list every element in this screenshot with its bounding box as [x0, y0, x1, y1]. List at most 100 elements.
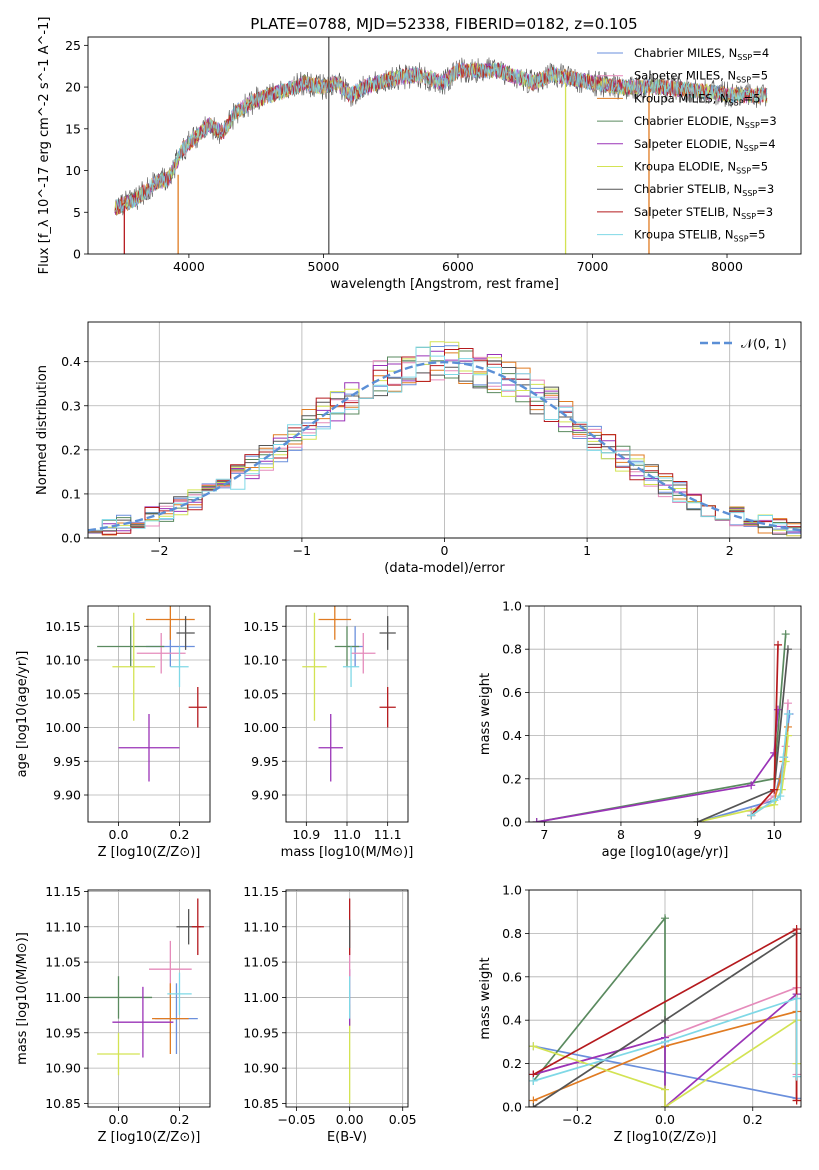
axes-frame — [285, 889, 409, 1108]
axes-frame — [87, 36, 802, 255]
plot-area — [532, 630, 794, 822]
x-tick-label: 11.1 — [374, 827, 402, 842]
legend-subscript: SSP — [729, 98, 744, 107]
weight-marker — [747, 811, 756, 820]
legend-subscript: SSP — [734, 235, 749, 244]
y-tick-label: 0.8 — [502, 642, 522, 657]
legend-tail: =5 — [751, 69, 768, 83]
legend-label: Salpeter ELODIE, N — [634, 137, 744, 151]
x-tick-label: 11.0 — [333, 827, 361, 842]
y-tick-label: 1.0 — [502, 883, 522, 898]
y-tick-label: 20 — [65, 80, 81, 95]
axes-frame — [87, 605, 211, 823]
y-axis-label: Normed distribution — [35, 365, 50, 495]
weight-marker — [779, 753, 788, 762]
legend-tail: =4 — [759, 137, 776, 151]
y-axis-label: mass weight — [478, 957, 493, 1039]
x-tick-label: 0.2 — [743, 1112, 763, 1127]
axes-frame — [528, 889, 802, 1108]
legend-entry: Chabrier ELODIE, NSSP=3 — [634, 114, 777, 130]
x-tick-label: −1 — [293, 543, 311, 558]
weight-marker — [781, 630, 790, 639]
y-tick-label: 9.90 — [53, 788, 81, 803]
x-tick-label: 0 — [441, 543, 449, 558]
weight-marker — [783, 710, 792, 718]
x-tick-label: −0.2 — [562, 1112, 592, 1127]
legend-tail: =5 — [744, 91, 761, 105]
x-axis-label: Z [log10(Z/Z⊙)] — [614, 1130, 717, 1145]
x-axis-label: wavelength [Angstrom, rest frame] — [330, 277, 559, 292]
x-axis-label: Z [log10(Z/Z⊙)] — [98, 845, 201, 860]
histogram-step — [88, 346, 801, 532]
weight-marker — [792, 1072, 801, 1081]
legend-entry: Kroupa STELIB, NSSP=5 — [634, 228, 765, 244]
weight-marker — [661, 1085, 669, 1094]
weight-line — [533, 993, 798, 1107]
plot-area — [88, 341, 801, 537]
y-tick-label: 10.00 — [243, 720, 279, 735]
y-tick-label: 0.4 — [502, 728, 522, 743]
weight-line — [536, 634, 787, 822]
x-tick-label: 0.2 — [170, 1112, 190, 1127]
y-tick-label: 0.0 — [61, 531, 81, 546]
age-vs-mass-panel: 10.9 11.0 11.1 9.90 9.95 10.00 10.05 10.10 10.15… — [243, 605, 414, 860]
axes-frame — [87, 321, 802, 539]
legend-tail: =3 — [757, 182, 774, 196]
weight-marker — [661, 914, 669, 923]
histogram-step — [88, 341, 801, 537]
legend-label: Kroupa STELIB, N — [634, 228, 734, 242]
y-tick-label: 9.95 — [53, 754, 81, 769]
y-tick-label: 10.90 — [45, 1061, 81, 1076]
y-tick-label: 10.85 — [243, 1096, 279, 1111]
y-tick-label: 11.05 — [243, 955, 279, 970]
y-tick-label: 5 — [73, 205, 81, 220]
legend-entry: Kroupa ELODIE, NSSP=5 — [634, 160, 768, 176]
legend-label: Chabrier ELODIE, N — [634, 114, 745, 128]
y-tick-label: 10.00 — [45, 720, 81, 735]
y-tick-label: 0.6 — [502, 685, 522, 700]
y-tick-label: 0.4 — [502, 1013, 522, 1028]
weight-vs-age-panel: 7 8 9 10 0.0 0.2 0.4 0.6 0.8 1.0 age [log10(age/yr… — [478, 599, 802, 860]
x-axis-label: mass [log10(M/M⊙)] — [281, 845, 414, 860]
weight-line — [533, 997, 798, 1082]
y-tick-label: 10.10 — [243, 653, 279, 668]
legend-entry: 𝒩(0, 1) — [741, 336, 787, 351]
legend-tail: =5 — [749, 228, 766, 242]
weight-marker — [661, 1016, 669, 1025]
residual-histogram-panel: −2 −1 0 1 2 0.0 0.1 0.2 0.3 0.4 (data-model)/error… — [35, 321, 802, 576]
plot-area — [88, 898, 204, 1076]
y-tick-label: 0.2 — [502, 1056, 522, 1071]
weight-marker — [770, 785, 779, 794]
weight-marker — [774, 705, 783, 714]
legend-label: Salpeter MILES, N — [634, 69, 736, 83]
weight-marker — [529, 1076, 538, 1085]
y-tick-label: 10.10 — [45, 653, 81, 668]
x-tick-label: 0.00 — [336, 1112, 364, 1127]
x-tick-label: 0.0 — [655, 1112, 675, 1127]
y-tick-label: 10 — [65, 163, 81, 178]
legend-subscript: SSP — [741, 212, 756, 221]
axes-frame — [285, 605, 409, 823]
y-tick-label: 0.0 — [502, 1100, 522, 1115]
x-tick-label: 5000 — [308, 259, 340, 274]
y-tick-label: 0 — [73, 247, 81, 262]
weight-marker — [783, 699, 792, 708]
x-tick-label: 10.9 — [292, 827, 320, 842]
y-axis-label: mass [log10(M/M⊙)] — [15, 932, 30, 1065]
axes-frame — [528, 605, 802, 823]
y-tick-label: 0.2 — [61, 442, 81, 457]
normal-curve — [88, 360, 801, 532]
legend-label: Kroupa ELODIE, N — [634, 160, 736, 174]
y-tick-label: 0.4 — [61, 354, 81, 369]
weight-marker — [532, 818, 541, 822]
x-tick-label: 10 — [766, 827, 782, 842]
spectrum-panel: 4000 5000 6000 7000 8000 0 5 10 15 20 25 wavelength… — [37, 17, 802, 292]
legend-subscript: SSP — [737, 53, 752, 62]
y-axis-label: Flux [f_λ 10^-17 erg cm^-2 s^-1 A^-1] — [37, 17, 52, 275]
spectrum-line — [114, 62, 768, 214]
y-tick-label: 10.90 — [243, 1061, 279, 1076]
legend-entry: Salpeter ELODIE, NSSP=4 — [634, 137, 776, 153]
y-axis-label: age [log10(age/yr)] — [15, 651, 30, 778]
weight-marker — [747, 781, 756, 790]
